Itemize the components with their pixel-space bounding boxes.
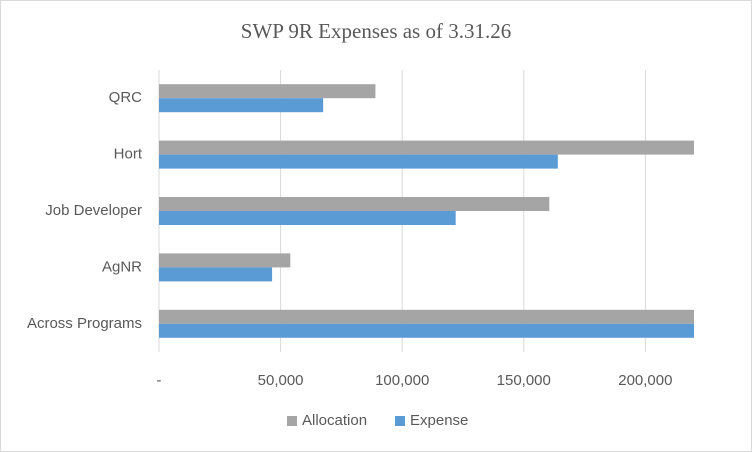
x-tick-label: 100,000 <box>375 372 429 389</box>
bar <box>159 253 291 268</box>
legend-swatch <box>287 416 297 426</box>
y-tick-label: Job Developer <box>45 202 142 219</box>
bar <box>159 211 456 225</box>
x-tick-label: 200,000 <box>618 372 672 389</box>
x-tick-label: 50,000 <box>258 372 304 389</box>
y-tick-label: QRC <box>109 89 143 106</box>
y-tick-label: AgNR <box>102 258 142 275</box>
x-tick-label: 150,000 <box>497 372 551 389</box>
legend-label: Allocation <box>302 412 367 429</box>
bar <box>159 323 694 338</box>
bar <box>159 267 273 282</box>
y-tick-label: Across Programs <box>27 315 142 332</box>
x-tick-label: - <box>157 372 162 389</box>
bar <box>159 309 694 324</box>
y-tick-label: Hort <box>114 146 143 163</box>
bar <box>159 140 694 155</box>
legend-label: Expense <box>410 412 468 429</box>
bar <box>159 197 550 211</box>
bar <box>159 84 376 99</box>
legend-swatch <box>395 416 405 426</box>
chart-title: SWP 9R Expenses as of 3.31.26 <box>241 19 511 43</box>
bar <box>159 98 324 113</box>
bar <box>159 154 558 169</box>
